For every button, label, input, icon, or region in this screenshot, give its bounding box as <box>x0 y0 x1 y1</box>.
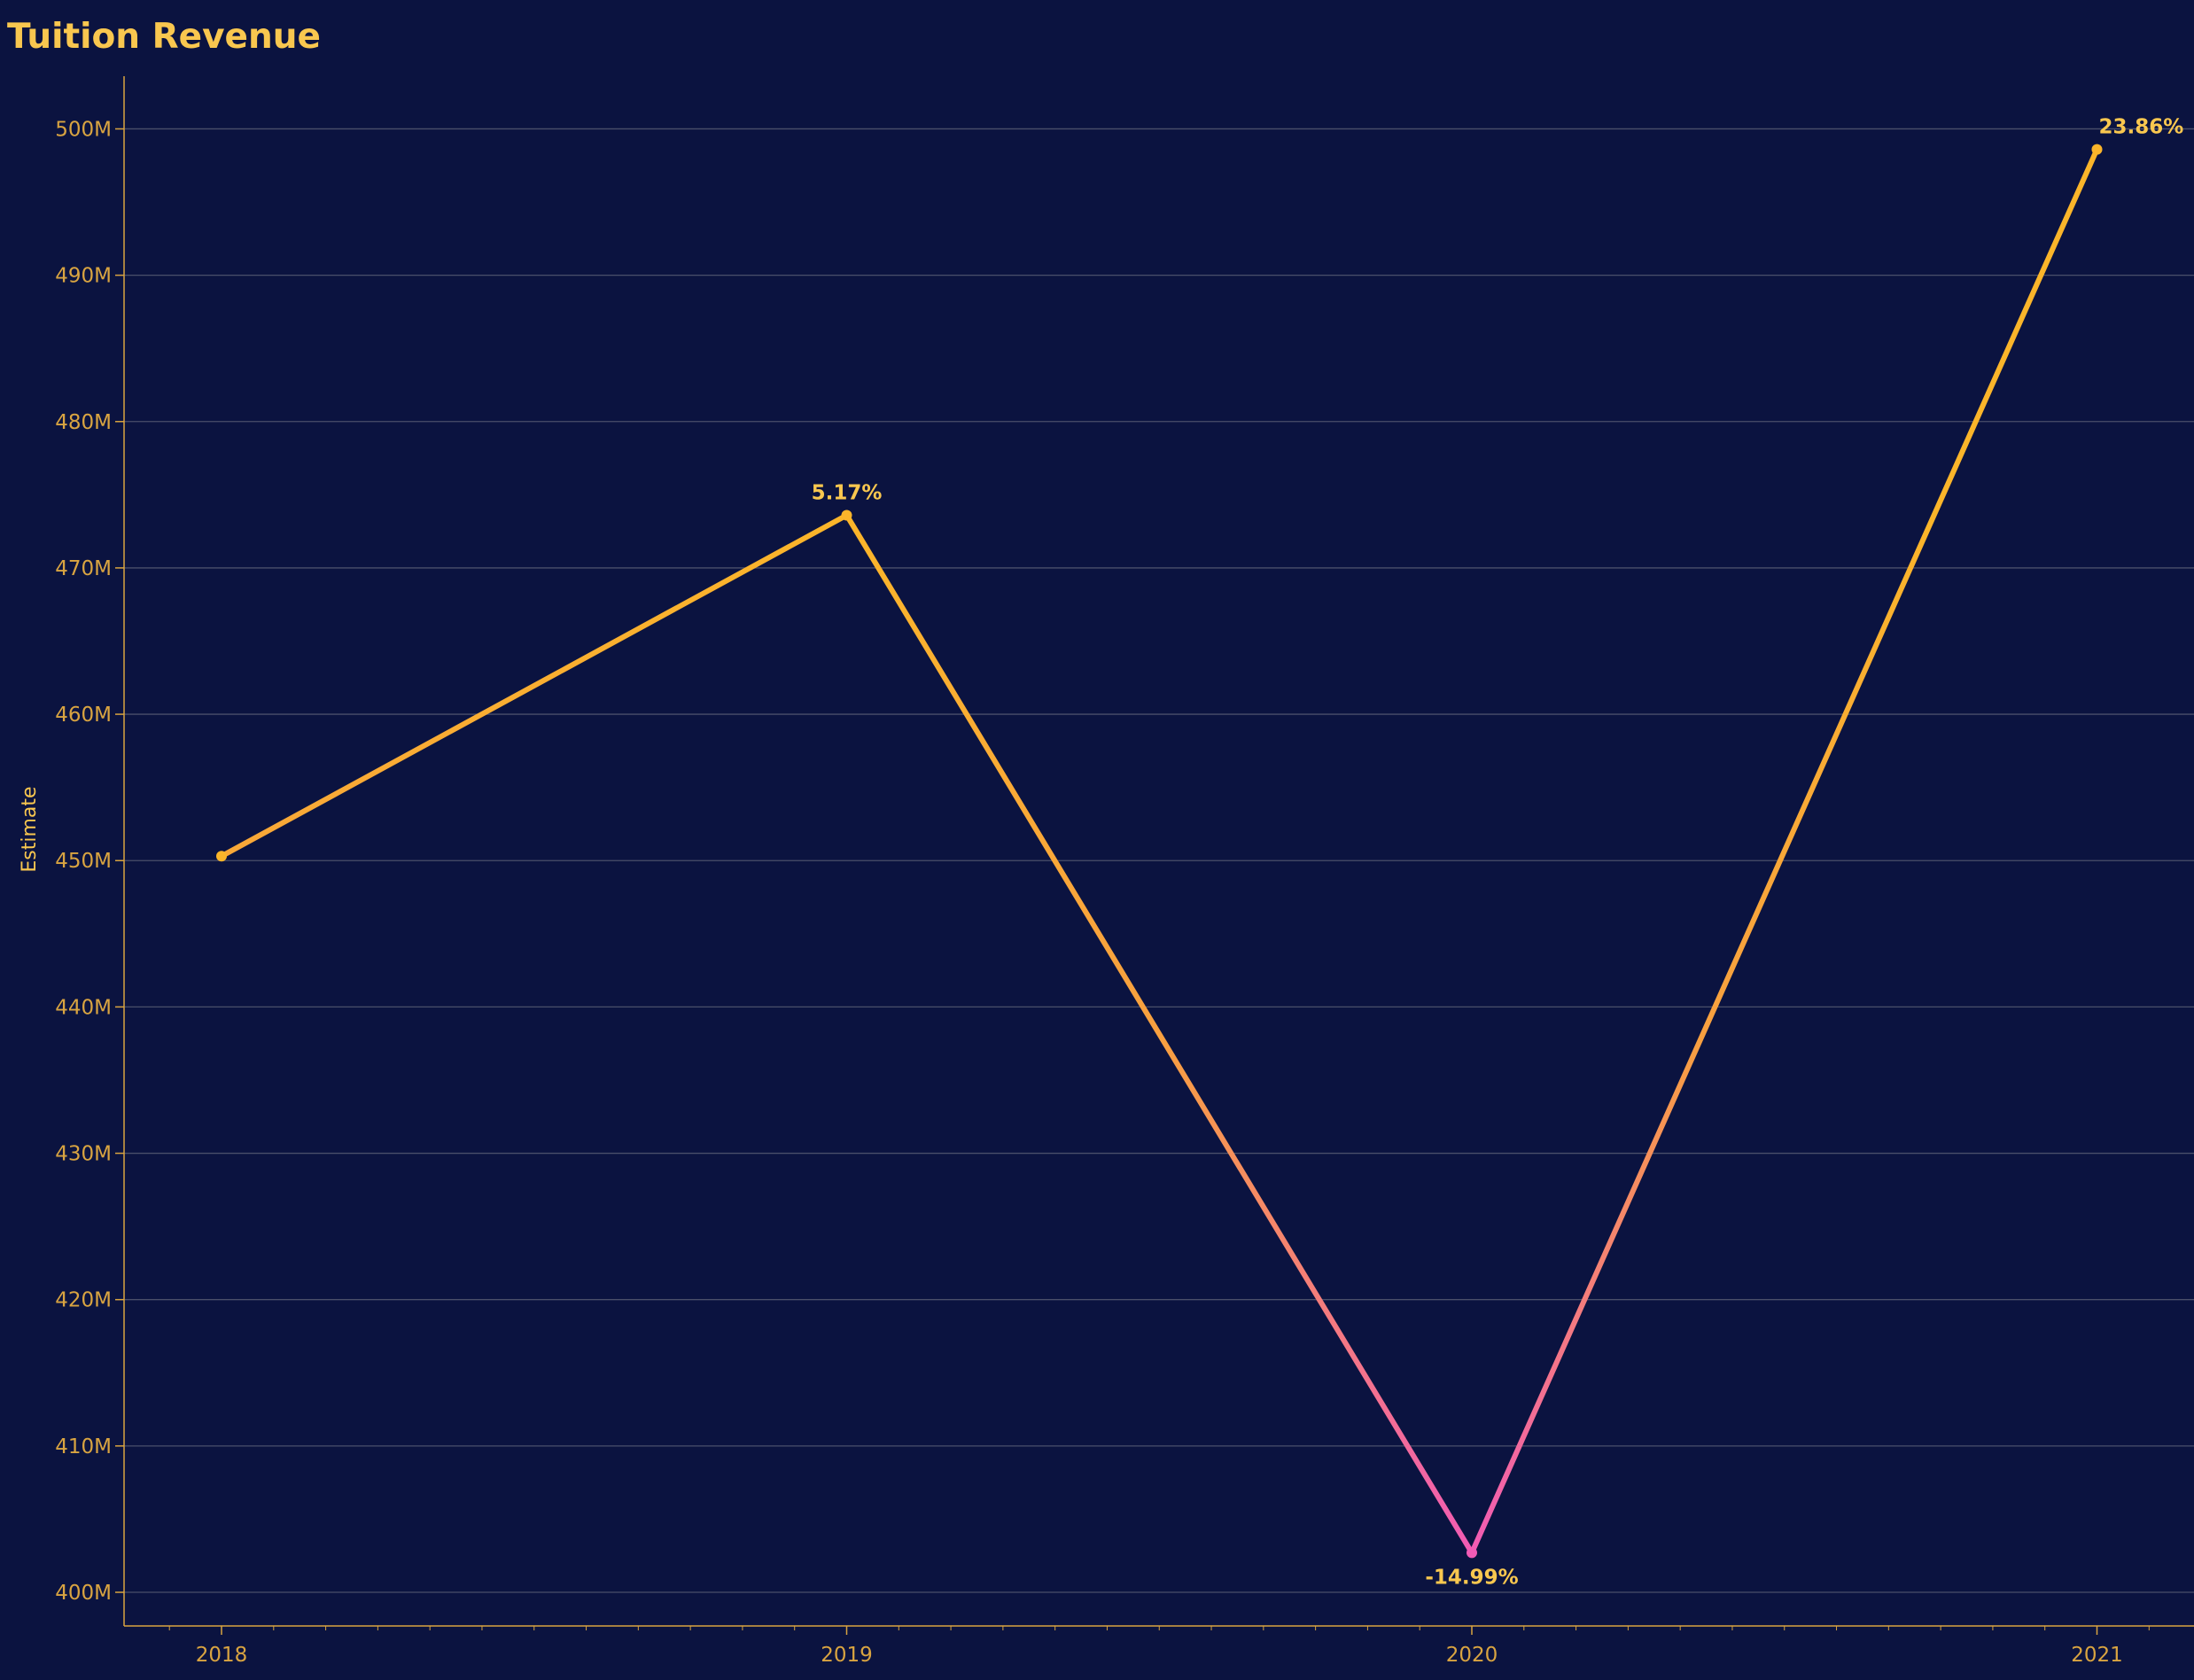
axis-layer: 400M 410M 420M 430M 440M 450M 460M 470M 480M 490M… <box>55 76 2194 1667</box>
series-layer <box>216 144 2103 1559</box>
y-tick-label: 440M <box>55 996 112 1019</box>
y-tick-label: 490M <box>55 265 112 288</box>
series-line-segment <box>844 512 1474 1556</box>
data-point[interactable] <box>841 509 852 521</box>
chart-title: Tuition Revenue <box>7 17 321 57</box>
y-tick-label: 460M <box>55 704 112 727</box>
data-point[interactable] <box>1467 1547 1477 1559</box>
grid-layer <box>124 128 2194 1593</box>
data-point[interactable] <box>216 851 227 862</box>
data-label: 23.86% <box>2099 116 2184 139</box>
x-tick-label: 2018 <box>196 1644 248 1667</box>
y-axis-label: Estimate <box>19 786 41 872</box>
x-tick-label: 2020 <box>1446 1644 1498 1667</box>
series-line-segment <box>1469 146 2100 1556</box>
y-tick-label: 410M <box>55 1435 112 1458</box>
y-tick-label: 420M <box>55 1289 112 1312</box>
y-tick-label: 430M <box>55 1143 112 1166</box>
y-tick-label: 480M <box>55 411 112 434</box>
y-tick-label: 450M <box>55 850 112 873</box>
label-layer: 5.17% -14.99% 23.86% <box>812 116 2184 1590</box>
y-tick-label: 500M <box>55 118 112 141</box>
y-tick-label: 400M <box>55 1582 112 1605</box>
series-line-segment <box>219 512 850 859</box>
data-label: -14.99% <box>1425 1566 1518 1589</box>
x-tick-label: 2019 <box>821 1644 873 1667</box>
data-point[interactable] <box>2091 144 2103 155</box>
data-label: 5.17% <box>812 481 883 504</box>
x-tick-label: 2021 <box>2071 1644 2123 1667</box>
y-tick-label: 470M <box>55 557 112 580</box>
